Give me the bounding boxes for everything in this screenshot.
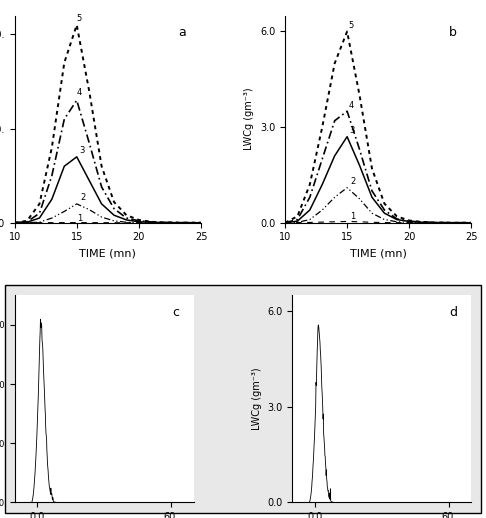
Text: 3: 3 bbox=[349, 126, 355, 135]
Y-axis label: LWCg (gm⁻³): LWCg (gm⁻³) bbox=[252, 368, 262, 430]
Text: 2: 2 bbox=[81, 193, 86, 202]
Text: 4: 4 bbox=[77, 89, 82, 97]
Text: a: a bbox=[178, 26, 186, 39]
Text: 5: 5 bbox=[77, 14, 82, 23]
Text: 5: 5 bbox=[348, 21, 354, 30]
Text: d: d bbox=[449, 306, 457, 319]
X-axis label: TIME (mn): TIME (mn) bbox=[350, 248, 407, 258]
Text: 4: 4 bbox=[348, 100, 354, 110]
Text: 2: 2 bbox=[351, 177, 356, 186]
Y-axis label: LWCg (gm⁻³): LWCg (gm⁻³) bbox=[244, 88, 255, 150]
Text: c: c bbox=[173, 306, 179, 319]
Text: 3: 3 bbox=[79, 146, 85, 155]
Text: 1: 1 bbox=[77, 213, 82, 223]
Text: b: b bbox=[449, 26, 456, 39]
X-axis label: TIME (mn): TIME (mn) bbox=[79, 248, 136, 258]
Text: 1: 1 bbox=[349, 212, 355, 221]
